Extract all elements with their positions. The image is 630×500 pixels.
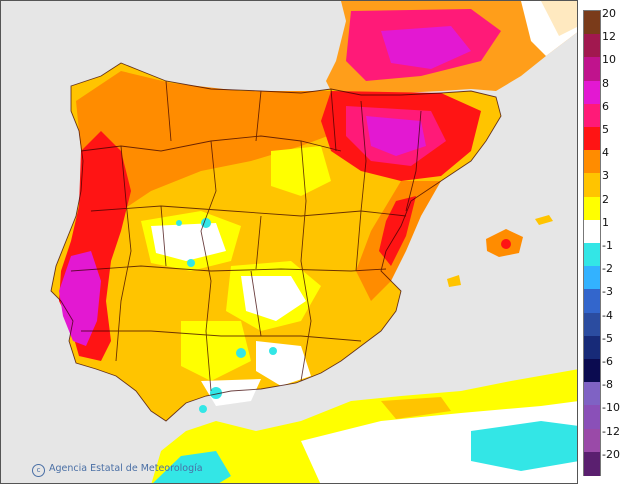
- legend-label: -3: [602, 285, 613, 299]
- legend-swatch: [584, 359, 600, 383]
- legend-label: 3: [602, 169, 609, 183]
- legend-swatch: [584, 127, 600, 151]
- legend-label: 12: [602, 30, 616, 44]
- legend-label: 20: [602, 7, 616, 20]
- legend-label: -10: [602, 401, 620, 415]
- legend-label: 8: [602, 76, 609, 90]
- aemet-credit: c Agencia Estatal de Meteorología: [32, 463, 203, 477]
- legend-label: -4: [602, 308, 613, 322]
- legend-label: 2: [602, 192, 609, 206]
- legend-label: -12: [602, 424, 620, 438]
- legend-label: -2: [602, 262, 613, 276]
- legend-label: 1: [602, 215, 609, 229]
- legend-bar: [583, 10, 601, 476]
- legend-swatch: [584, 335, 600, 360]
- copyright-icon: c: [32, 464, 45, 477]
- legend-swatch: [584, 196, 600, 221]
- legend-swatch: [584, 405, 600, 430]
- legend-label: -5: [602, 331, 613, 345]
- legend-swatch: [584, 150, 600, 175]
- legend-swatch: [584, 428, 600, 453]
- legend-swatch: [584, 34, 600, 59]
- legend-label: -1: [602, 239, 613, 252]
- ibiza: [447, 275, 461, 287]
- legend-label: -8: [602, 378, 613, 392]
- menorca: [535, 215, 553, 225]
- legend-swatch: [584, 80, 600, 105]
- legend-swatch: [584, 173, 600, 198]
- legend-swatch: [584, 382, 600, 407]
- legend-swatch: [584, 289, 600, 314]
- credit-text: Agencia Estatal de Meteorología: [49, 463, 203, 474]
- legend-swatch: [584, 103, 600, 128]
- legend-swatch: [584, 219, 600, 244]
- province-boundaries: [50, 62, 502, 422]
- legend-label: 4: [602, 146, 609, 160]
- legend-label: 5: [602, 123, 609, 136]
- legend-label: 6: [602, 99, 609, 113]
- legend-label: -6: [602, 355, 613, 368]
- legend-swatch: [584, 312, 600, 337]
- legend-swatch: [584, 57, 600, 82]
- legend-label: 10: [602, 53, 616, 67]
- legend-swatch: [584, 243, 600, 267]
- legend-swatch: [584, 266, 600, 291]
- legend-label: -20: [602, 447, 620, 461]
- map-canvas: [1, 1, 577, 483]
- anomaly-map: [0, 0, 578, 484]
- legend-swatch: [584, 11, 600, 35]
- legend-swatch: [584, 451, 600, 476]
